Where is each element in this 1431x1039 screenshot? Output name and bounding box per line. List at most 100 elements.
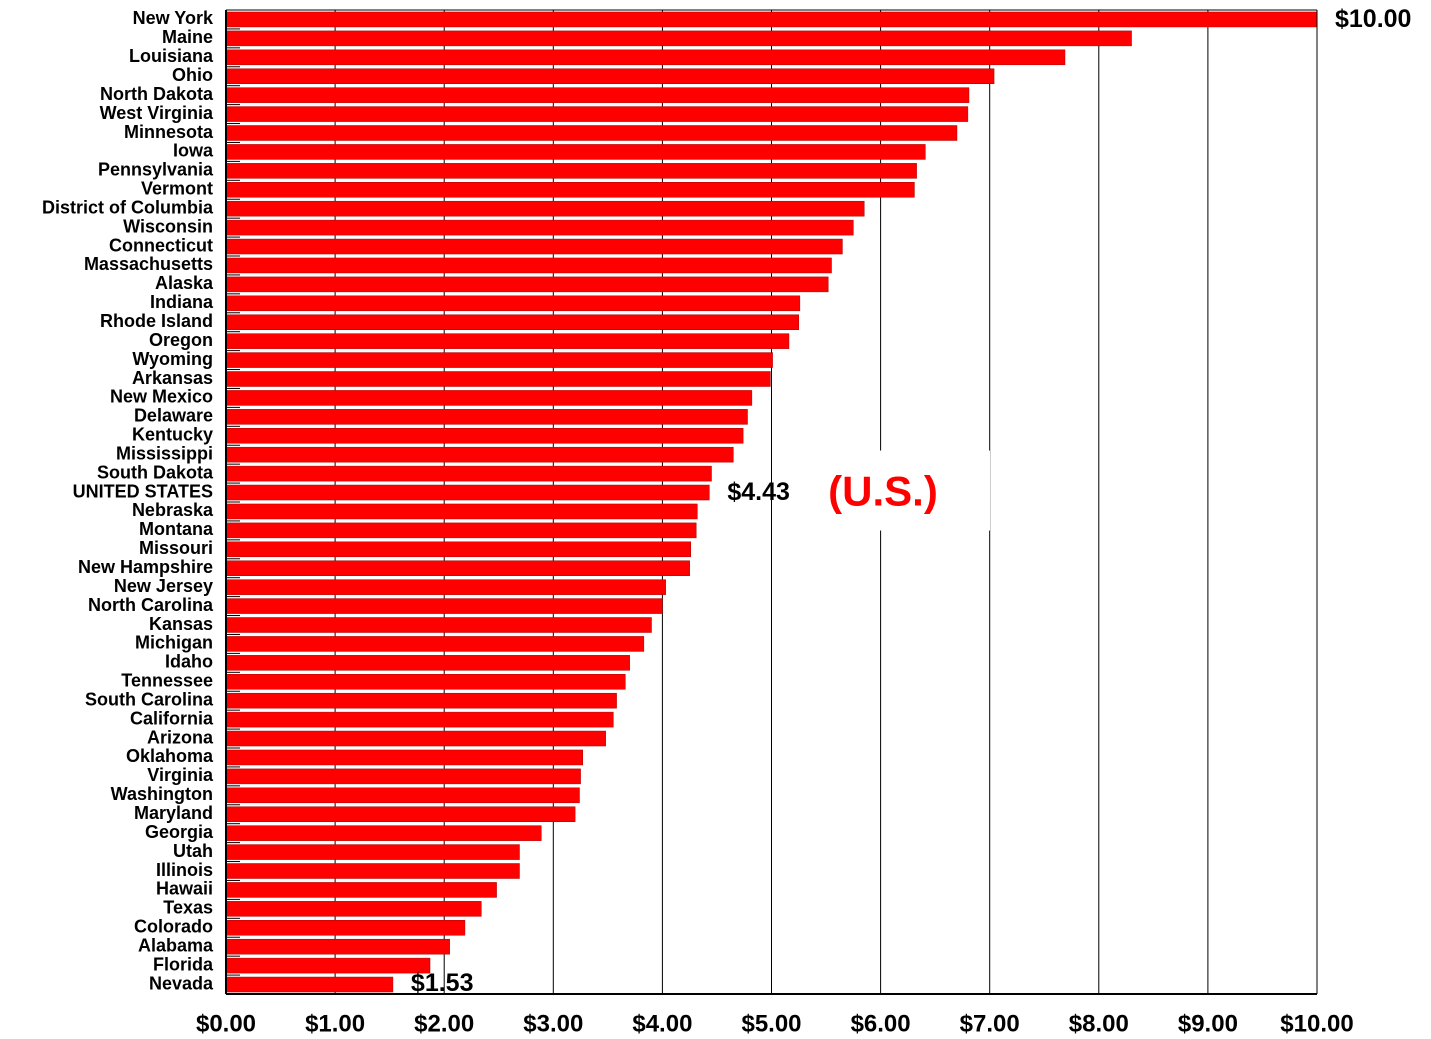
y-tick-label: Connecticut [109,235,213,255]
y-tick-label: Colorado [134,917,213,937]
y-tick-label: Vermont [141,179,213,199]
bar [225,484,710,501]
y-tick-label: Delaware [134,406,213,426]
x-tick-label: $10.00 [1280,1010,1353,1037]
bar [225,11,1318,28]
y-tick-label: Tennessee [121,671,213,691]
y-tick-label: District of Columbia [42,197,214,217]
bar [225,692,617,709]
y-tick-label: Missouri [139,538,213,558]
y-tick-label: Hawaii [156,879,213,899]
y-tick-label: New Mexico [110,387,213,407]
value-label: $10.00 [1335,5,1411,33]
x-tick-label: $7.00 [960,1010,1020,1037]
y-tick-label: Nebraska [132,500,214,520]
bar [225,674,626,690]
bar [225,257,832,274]
x-tick-label: $8.00 [1069,1010,1129,1037]
bar [225,333,790,349]
y-tick-label: Pennsylvania [98,160,214,180]
y-tick-label: South Carolina [85,689,214,709]
y-tick-label: North Carolina [88,595,214,615]
bar [225,579,666,595]
y-tick-label: New Jersey [114,576,213,596]
y-tick-label: Minnesota [124,122,214,142]
bar [225,371,771,387]
bar [225,144,926,160]
bar [225,106,969,122]
y-tick-label: Louisiana [129,46,214,66]
bar [225,768,581,785]
bar [225,465,712,482]
y-tick-label: UNITED STATES [73,481,213,501]
bar [225,49,1066,66]
bar [225,711,614,728]
annotation: (U.S.) [828,468,938,515]
bar [225,655,630,671]
bar [225,295,801,312]
bar [225,560,690,576]
y-tick-label: Florida [153,954,214,974]
x-tick-label: $1.00 [305,1010,365,1037]
y-tick-label: Arizona [147,727,214,747]
bar [225,730,606,747]
bar [225,200,865,217]
bar [225,125,958,141]
bar [225,938,450,955]
y-tick-label: Idaho [165,652,213,672]
bar [225,238,843,255]
bar [225,749,584,766]
bar [225,68,995,84]
x-tick-label: $2.00 [414,1010,474,1037]
bar [225,276,829,293]
y-tick-label: Ohio [172,65,213,85]
bar [225,87,970,103]
y-tick-label: California [130,708,214,728]
y-tick-label: South Dakota [97,462,214,482]
y-tick-label: Utah [173,841,213,861]
bar [225,976,394,993]
bar [225,844,520,860]
bar [225,806,576,822]
y-tick-label: Kentucky [132,425,213,445]
bar [225,901,482,917]
y-tick-label: Iowa [173,141,214,161]
x-tick-label: $6.00 [851,1010,911,1037]
x-tick-label: $0.00 [196,1010,256,1037]
bar [225,617,652,633]
x-tick-label: $5.00 [741,1010,801,1037]
x-tick-label: $4.00 [632,1010,692,1037]
bar [225,920,466,936]
value-label: $4.43 [727,478,790,506]
bar [225,787,580,804]
bar [225,541,692,558]
bar [225,825,542,841]
y-tick-label: Rhode Island [100,311,213,331]
bar [225,163,917,179]
y-tick-label: Nevada [149,973,214,993]
bar [225,30,1132,47]
bar [225,882,497,898]
y-tick-label: Mississippi [116,443,213,463]
y-tick-label: Kansas [149,614,213,634]
y-tick-label: Indiana [150,292,214,312]
y-tick-label: Arkansas [132,368,213,388]
y-tick-label: Massachusetts [84,254,213,274]
bar [225,522,697,539]
bar [225,390,753,406]
y-tick-label: New Hampshire [78,557,213,577]
y-tick-label: Washington [111,784,213,804]
y-tick-label: Wyoming [132,349,213,369]
y-tick-label: Alaska [155,273,214,293]
bar [225,428,744,444]
bar [225,503,698,520]
bar [225,219,854,236]
y-tick-label: Montana [139,519,214,539]
y-tick-label: Oregon [149,330,213,350]
y-tick-label: North Dakota [100,84,214,104]
y-tick-label: West Virginia [100,103,214,123]
x-tick-label: $9.00 [1178,1010,1238,1037]
bar [225,182,915,198]
bar [225,446,734,463]
